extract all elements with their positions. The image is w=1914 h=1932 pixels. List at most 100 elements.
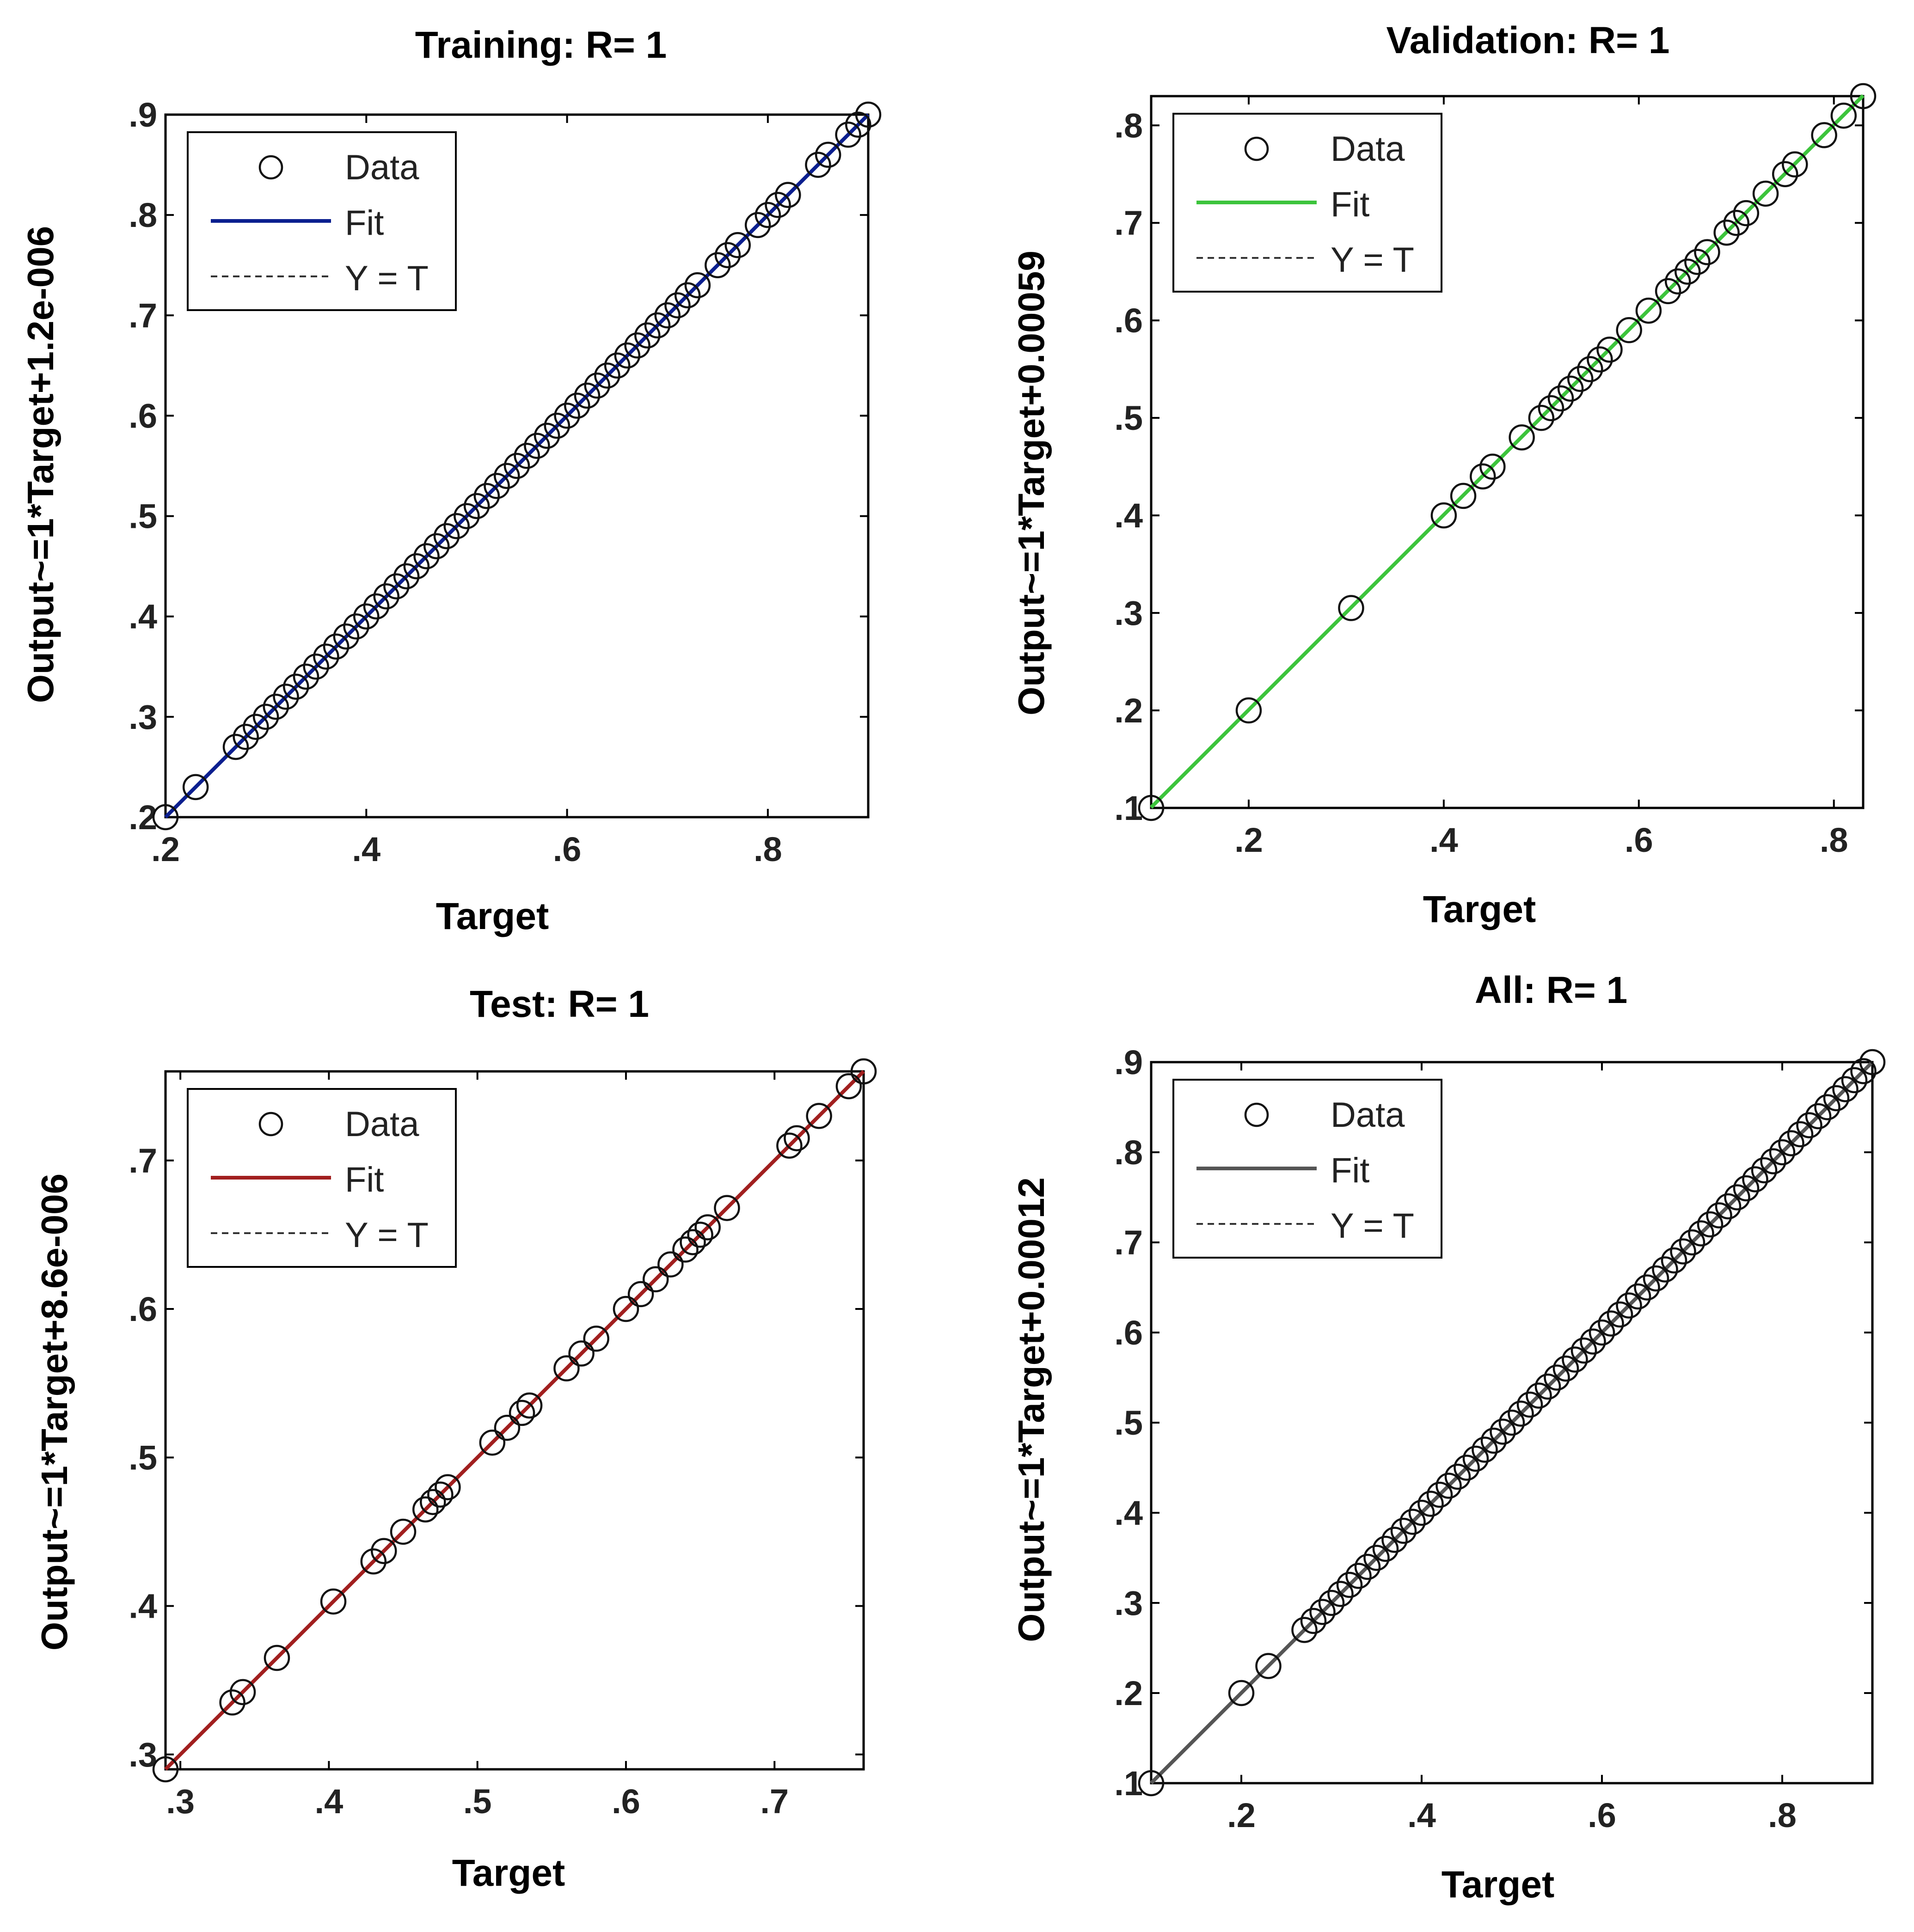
data-point xyxy=(1751,1157,1778,1184)
data-point xyxy=(1616,1292,1642,1319)
data-point xyxy=(353,603,380,630)
data-point xyxy=(503,452,530,479)
data-point xyxy=(343,613,369,640)
data-point xyxy=(805,152,831,178)
y-tick-label: .9 xyxy=(1114,1043,1143,1082)
data-point xyxy=(509,1400,535,1426)
data-point xyxy=(1235,697,1262,724)
data-point xyxy=(1679,1229,1705,1256)
data-point xyxy=(222,734,249,760)
data-point xyxy=(627,1281,654,1308)
data-point xyxy=(765,192,791,218)
y-tick-label: .5 xyxy=(129,1438,157,1477)
legend-label-fit: Fit xyxy=(1331,1151,1369,1190)
data-point xyxy=(1733,200,1760,226)
y-axis-label: Output~=1*Target+1.2e-006 xyxy=(20,226,61,703)
data-point xyxy=(1534,1373,1561,1400)
data-point xyxy=(423,533,450,559)
y-tick-label: .7 xyxy=(1114,1223,1143,1262)
data-point xyxy=(1684,249,1711,275)
tick-labels: .1 .2 .3 .4 .5 .6 .7 .8 .9 .2 .4 .6 .8 xyxy=(1114,1043,1872,1834)
data-point xyxy=(775,182,801,208)
panel-test: Test: R= 1 Output~=1*Target+8.6e-006 Tar… xyxy=(34,983,877,1894)
data-point xyxy=(1742,1166,1768,1192)
data-point xyxy=(755,202,781,228)
data-point xyxy=(644,312,671,339)
legend-data-marker xyxy=(258,1112,283,1137)
data-point xyxy=(684,272,711,299)
data-point xyxy=(553,1355,580,1382)
data-point xyxy=(634,322,661,348)
data-point xyxy=(1670,1238,1696,1265)
legend-label-data: Data xyxy=(345,148,419,187)
data-point xyxy=(1526,1382,1552,1409)
legend-label-yt: Y = T xyxy=(345,259,429,298)
data-point xyxy=(1661,1247,1687,1274)
legend: Data Fit Y = T xyxy=(1172,1079,1442,1259)
data-point xyxy=(303,654,329,680)
data-point xyxy=(420,1489,446,1515)
y-tick-label: .6 xyxy=(1114,1314,1143,1352)
x-tick-label: .7 xyxy=(760,1782,789,1821)
data-point xyxy=(594,362,620,389)
x-tick-label: .8 xyxy=(754,830,782,868)
data-point xyxy=(614,342,641,369)
y-tick-label: .9 xyxy=(129,96,157,134)
tick-labels: .2 .3 .4 .5 .6 .7 .8 .9 .2 .4 .6 .8 xyxy=(129,96,868,868)
data-point xyxy=(564,392,590,419)
data-point xyxy=(427,1481,454,1508)
y-tick-label: .6 xyxy=(129,397,157,435)
data-point xyxy=(1752,180,1779,207)
data-point xyxy=(516,1392,543,1419)
data-point xyxy=(1823,1085,1850,1112)
data-point xyxy=(654,302,681,329)
data-point xyxy=(313,643,339,670)
data-point xyxy=(1694,239,1720,265)
data-point xyxy=(613,1296,639,1322)
data-point xyxy=(1528,404,1555,431)
data-point xyxy=(1498,1409,1525,1436)
chart-title: Validation: R= 1 xyxy=(1386,19,1670,61)
x-axis-label: Target xyxy=(436,895,549,937)
data-point xyxy=(1557,375,1584,402)
data-point xyxy=(1426,1481,1453,1508)
data-point xyxy=(152,1756,179,1783)
legend: Data Fit Y = T xyxy=(187,1088,457,1268)
data-point xyxy=(724,232,751,258)
data-point xyxy=(1782,151,1808,177)
data-point xyxy=(494,463,520,489)
data-point xyxy=(1390,1517,1417,1544)
data-point xyxy=(1318,1590,1345,1616)
data-point xyxy=(1778,1130,1804,1156)
x-tick-label: .6 xyxy=(612,1782,640,1821)
data-point xyxy=(252,703,279,730)
x-tick-label: .3 xyxy=(166,1782,195,1821)
legend: Data Fit Y = T xyxy=(1172,113,1442,293)
data-point xyxy=(1616,317,1642,343)
data-point xyxy=(1607,1301,1633,1328)
chart-title: Test: R= 1 xyxy=(470,983,649,1025)
y-tick-label: .4 xyxy=(129,1587,157,1626)
data-point xyxy=(1589,1319,1615,1346)
data-point xyxy=(484,473,510,499)
y-tick-label: .3 xyxy=(1114,1584,1143,1622)
y-tick-label: .5 xyxy=(1114,399,1143,437)
y-tick-label: .4 xyxy=(1114,1494,1143,1532)
data-point xyxy=(1454,1455,1480,1481)
data-point xyxy=(674,282,701,309)
data-point xyxy=(1675,258,1701,285)
data-point xyxy=(1547,385,1574,412)
data-point xyxy=(845,111,871,138)
data-point xyxy=(363,593,390,620)
legend-label-fit: Fit xyxy=(345,203,384,243)
data-point xyxy=(463,493,490,520)
data-point xyxy=(1830,102,1857,129)
data-point xyxy=(1300,1608,1327,1634)
data-point xyxy=(454,503,480,529)
data-point xyxy=(283,673,309,700)
x-tick-label: .2 xyxy=(1227,1796,1256,1834)
data-point xyxy=(1436,1473,1462,1499)
data-point xyxy=(1570,1337,1597,1364)
data-point xyxy=(1796,1112,1822,1138)
legend-data-marker xyxy=(1244,136,1269,161)
